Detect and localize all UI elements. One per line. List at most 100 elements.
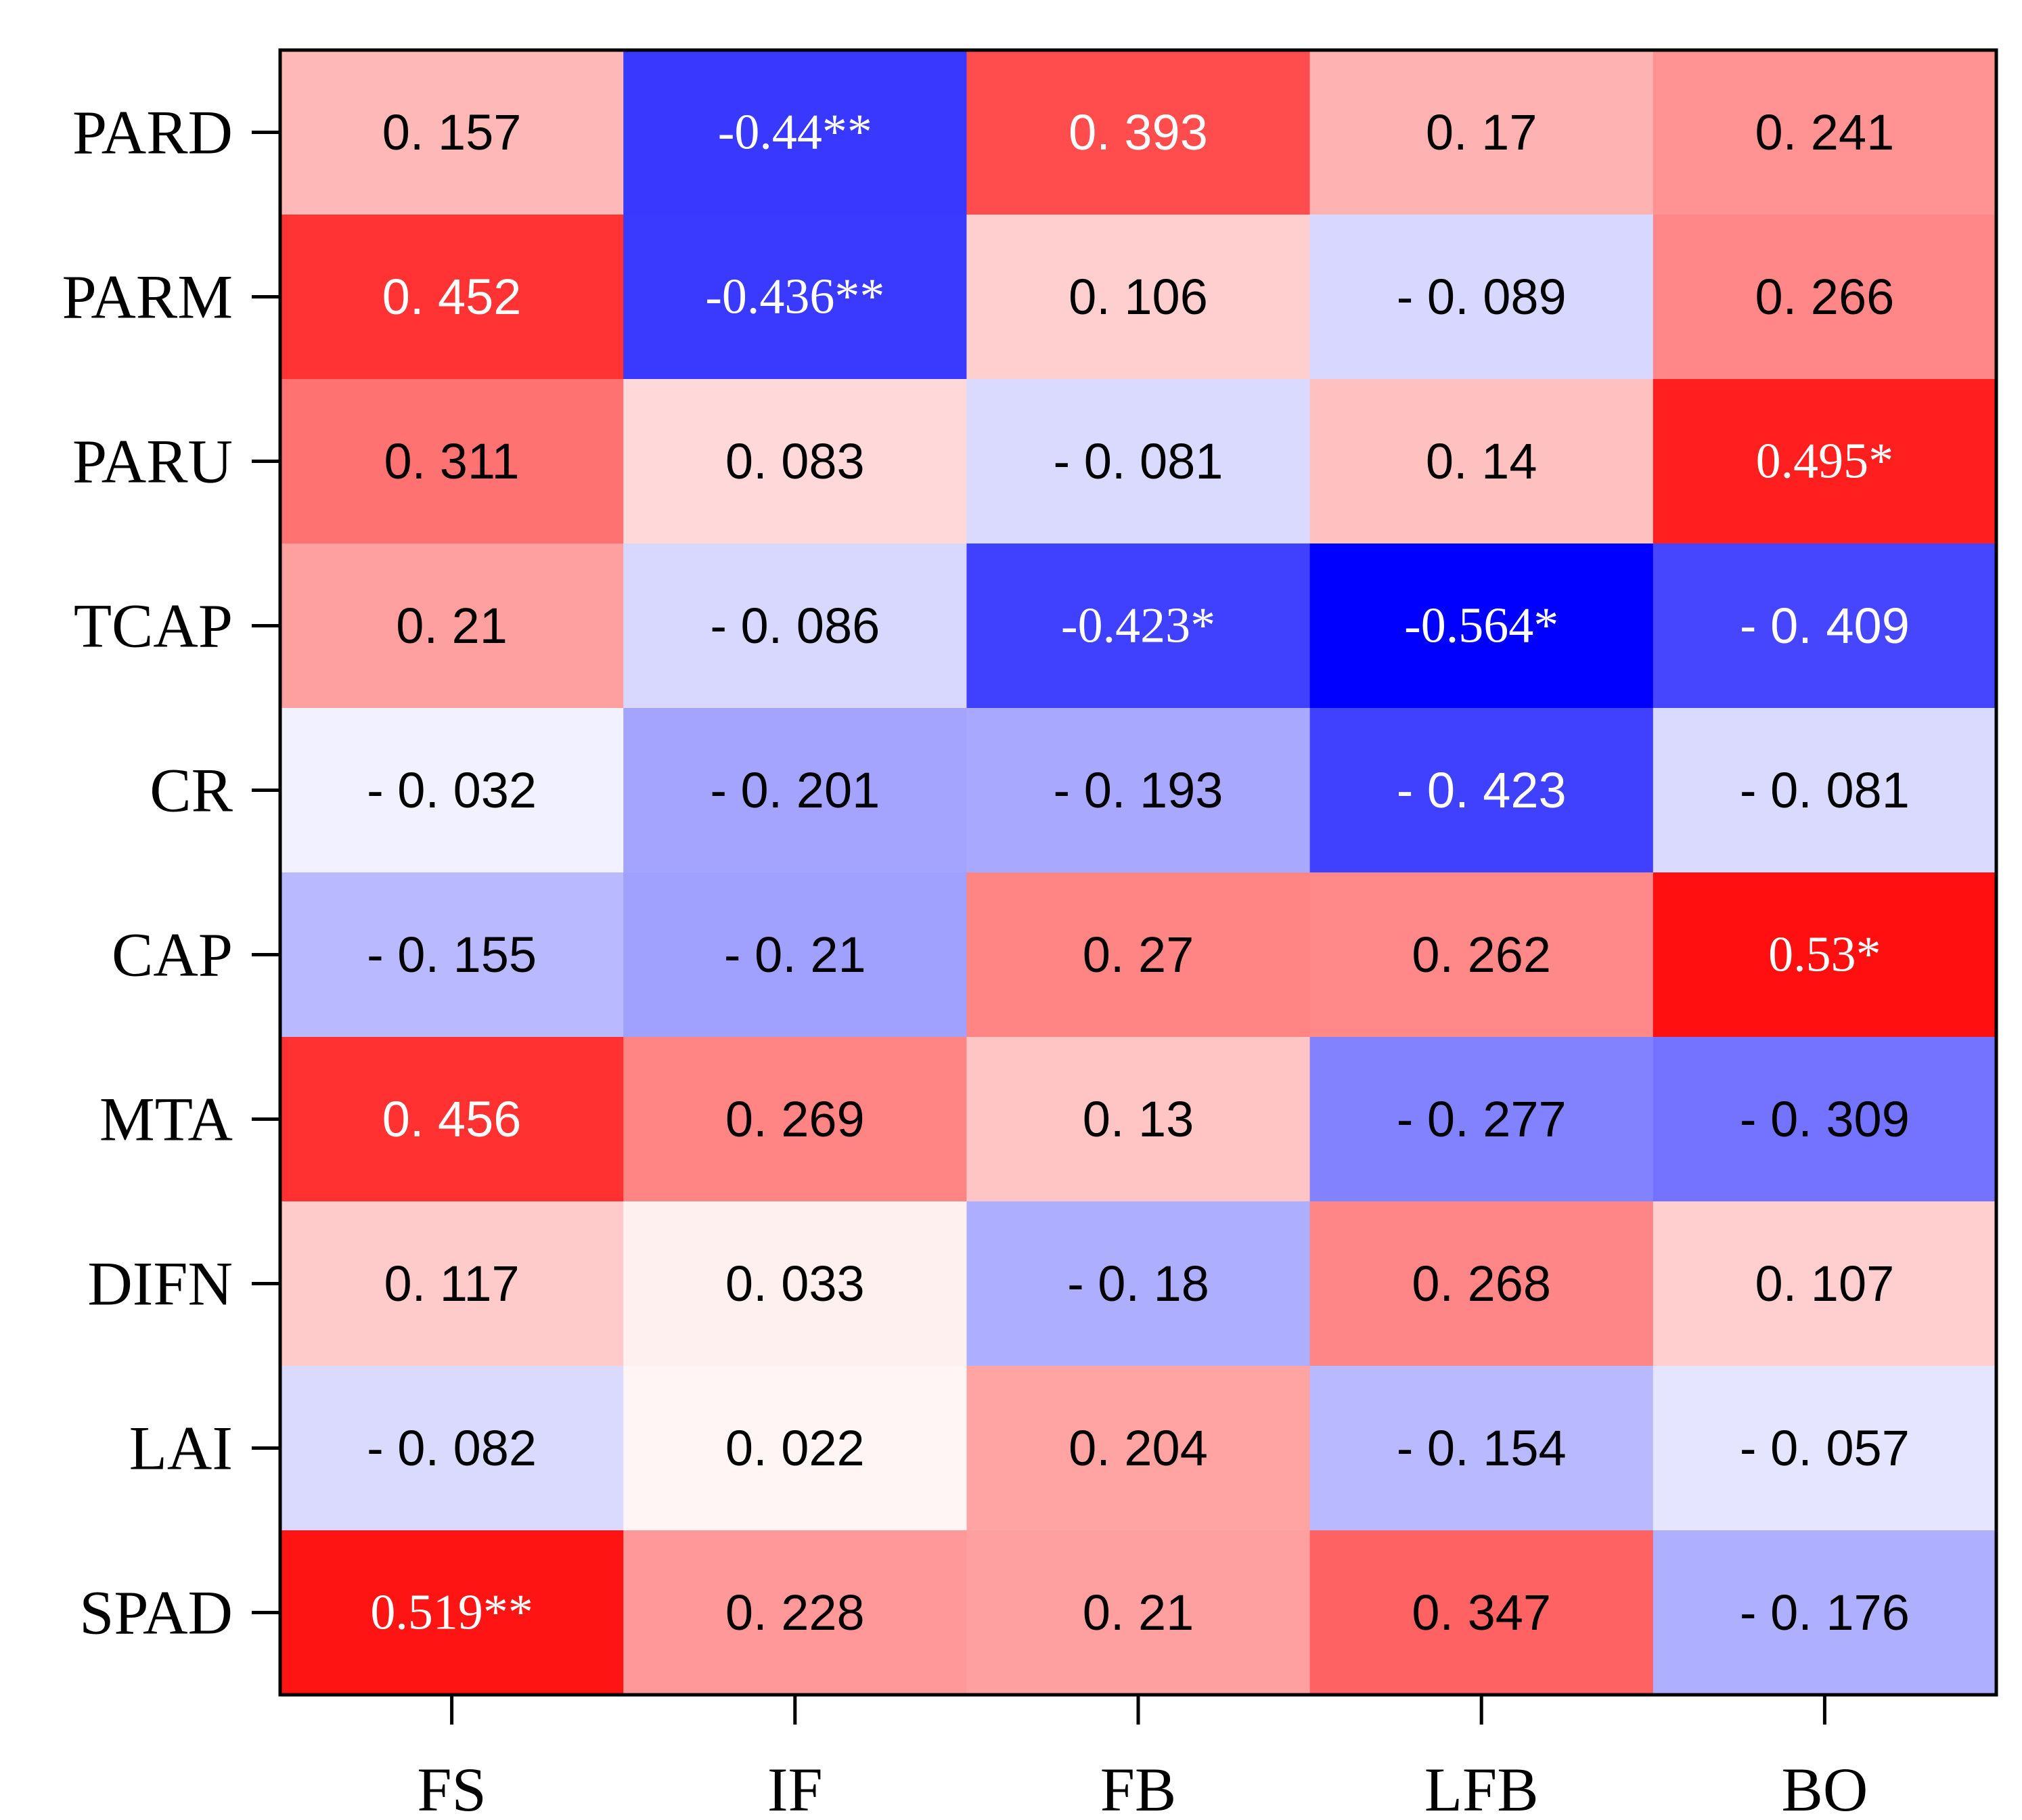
heatmap-cell-paru-bo [1653,379,1997,544]
cell-label-cap-if: - 0. 21 [724,927,866,983]
heatmap-cell-cap-lfb [1309,872,1654,1038]
cell-label-pard-fb: 0. 393 [1069,104,1208,160]
cell-label-cap-lfb: 0. 262 [1412,927,1551,983]
cell-label-cap-fs: - 0. 155 [367,927,537,983]
cell-label-tcap-bo: - 0. 409 [1740,598,1910,654]
heatmap-cell-spad-fb [966,1530,1311,1695]
y-tick-label-lai: LAI [129,1414,233,1483]
heatmap-cell-mta-lfb [1309,1037,1654,1202]
cell-label-parm-fs: 0. 452 [382,269,522,325]
cell-label-pard-bo: 0. 241 [1755,104,1895,160]
heatmap-cell-cr-fs [280,708,624,873]
heatmap-cell-difn-fb [966,1201,1311,1367]
heatmap-cell-parm-bo [1653,215,1997,380]
heatmap-cell-cr-fb [966,708,1311,873]
cell-label-mta-fb: 0. 13 [1083,1091,1194,1147]
cell-label-cr-if: - 0. 201 [710,762,880,818]
heatmap-cell-mta-fs [280,1037,624,1202]
heatmap-cell-cap-fb [966,872,1311,1038]
heatmap-cell-labels: 0. 157 -0.44** 0. 393 0. 17 0. 241 0. 452 -0.4… [367,104,1910,1641]
cell-label-paru-bo: 0.495* [1756,434,1894,489]
heatmap-cell-pard-fb [966,50,1311,215]
cell-label-tcap-if: - 0. 086 [710,598,880,654]
cell-label-difn-lfb: 0. 268 [1412,1256,1551,1312]
x-tick-label-fs: FS [417,1755,486,1820]
heatmap-cell-tcap-if [623,543,967,709]
heatmap-cell-lai-fs [280,1366,624,1531]
heatmap-cell-lai-fb [966,1366,1311,1531]
cell-label-lai-lfb: - 0. 154 [1397,1420,1567,1476]
cell-label-paru-lfb: 0. 14 [1426,433,1537,489]
heatmap-cell-paru-if [623,379,967,544]
x-tick-label-if: IF [767,1755,823,1820]
cell-label-parm-lfb: - 0. 089 [1397,269,1567,325]
heatmap-cell-pard-fs [280,50,624,215]
y-tick-label-difn: DIFN [87,1249,233,1318]
heatmap-cell-difn-fs [280,1201,624,1367]
heatmap-cell-spad-lfb [1309,1530,1654,1695]
y-tick-label-mta: MTA [99,1085,233,1154]
heatmap-cells [280,50,1997,1695]
cell-label-tcap-fb: -0.423* [1061,598,1215,654]
cell-label-paru-if: 0. 083 [725,433,865,489]
cell-label-mta-bo: - 0. 309 [1740,1091,1910,1147]
heatmap-cell-difn-if [623,1201,967,1367]
heatmap-cell-cap-bo [1653,872,1997,1038]
cell-label-difn-fb: - 0. 18 [1067,1256,1209,1312]
cell-label-cr-bo: - 0. 081 [1740,762,1910,818]
cell-label-cap-bo: 0.53* [1768,927,1881,983]
heatmap-cell-cap-if [623,872,967,1038]
cell-label-spad-fb: 0. 21 [1083,1584,1194,1641]
heatmap-cell-mta-bo [1653,1037,1997,1202]
heatmap-cell-paru-lfb [1309,379,1654,544]
heatmap-cell-pard-bo [1653,50,1997,215]
cell-label-difn-fs: 0. 117 [384,1256,519,1312]
heatmap-cell-tcap-fs [280,543,624,709]
heatmap-cell-cr-lfb [1309,708,1654,873]
cell-label-paru-fs: 0. 311 [384,433,519,489]
cell-label-lai-fb: 0. 204 [1069,1420,1208,1476]
heatmap-cell-lai-if [623,1366,967,1531]
heatmap-cell-tcap-lfb [1309,543,1654,709]
heatmap-cell-paru-fb [966,379,1311,544]
y-tick-label-spad: SPAD [79,1578,233,1647]
cell-label-cr-fb: - 0. 193 [1054,762,1223,818]
heatmap-cell-pard-if [623,50,967,215]
cell-label-cr-fs: - 0. 032 [367,762,537,818]
cell-label-spad-fs: 0.519** [370,1585,533,1641]
y-tick-label-cr: CR [150,756,233,825]
cell-label-difn-bo: 0. 107 [1755,1256,1895,1312]
cell-label-cr-lfb: - 0. 423 [1397,762,1567,818]
heatmap-cell-pard-lfb [1309,50,1654,215]
cell-label-lai-fs: - 0. 082 [367,1420,537,1476]
heatmap-cell-lai-bo [1653,1366,1997,1531]
heatmap-cell-cr-bo [1653,708,1997,873]
cell-label-parm-if: -0.436** [705,269,884,325]
heatmap-cell-parm-if [623,215,967,380]
cell-label-spad-lfb: 0. 347 [1412,1584,1551,1641]
y-tick-label-pard: PARD [72,98,233,167]
cell-label-pard-fs: 0. 157 [382,104,522,160]
y-tick-label-cap: CAP [112,920,233,990]
cell-label-mta-fs: 0. 456 [382,1091,522,1147]
x-tick-label-fb: FB [1100,1755,1177,1820]
y-tick-label-parm: PARM [62,263,233,332]
heatmap-cell-cap-fs [280,872,624,1038]
heatmap-cell-difn-bo [1653,1201,1997,1367]
cell-label-mta-lfb: - 0. 277 [1397,1091,1567,1147]
cell-label-paru-fb: - 0. 081 [1054,433,1223,489]
cell-label-spad-bo: - 0. 176 [1740,1584,1910,1641]
cell-label-lai-bo: - 0. 057 [1740,1420,1910,1476]
heatmap-cell-paru-fs [280,379,624,544]
cell-label-tcap-fs: 0. 21 [396,598,508,654]
x-tick-label-bo: BO [1781,1755,1868,1820]
heatmap-cell-spad-fs [280,1530,624,1695]
cell-label-tcap-lfb: -0.564* [1404,598,1558,654]
heatmap-cell-mta-if [623,1037,967,1202]
heatmap-cell-spad-if [623,1530,967,1695]
cell-label-pard-lfb: 0. 17 [1426,104,1537,160]
heatmap-cell-tcap-fb [966,543,1311,709]
y-axis-ticks: PARD PARM PARU TCAP CR CAP MTA DIFN LAI SPAD [62,98,280,1647]
cell-label-difn-if: 0. 033 [725,1256,865,1312]
